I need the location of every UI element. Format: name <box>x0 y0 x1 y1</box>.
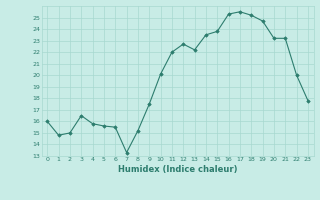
X-axis label: Humidex (Indice chaleur): Humidex (Indice chaleur) <box>118 165 237 174</box>
